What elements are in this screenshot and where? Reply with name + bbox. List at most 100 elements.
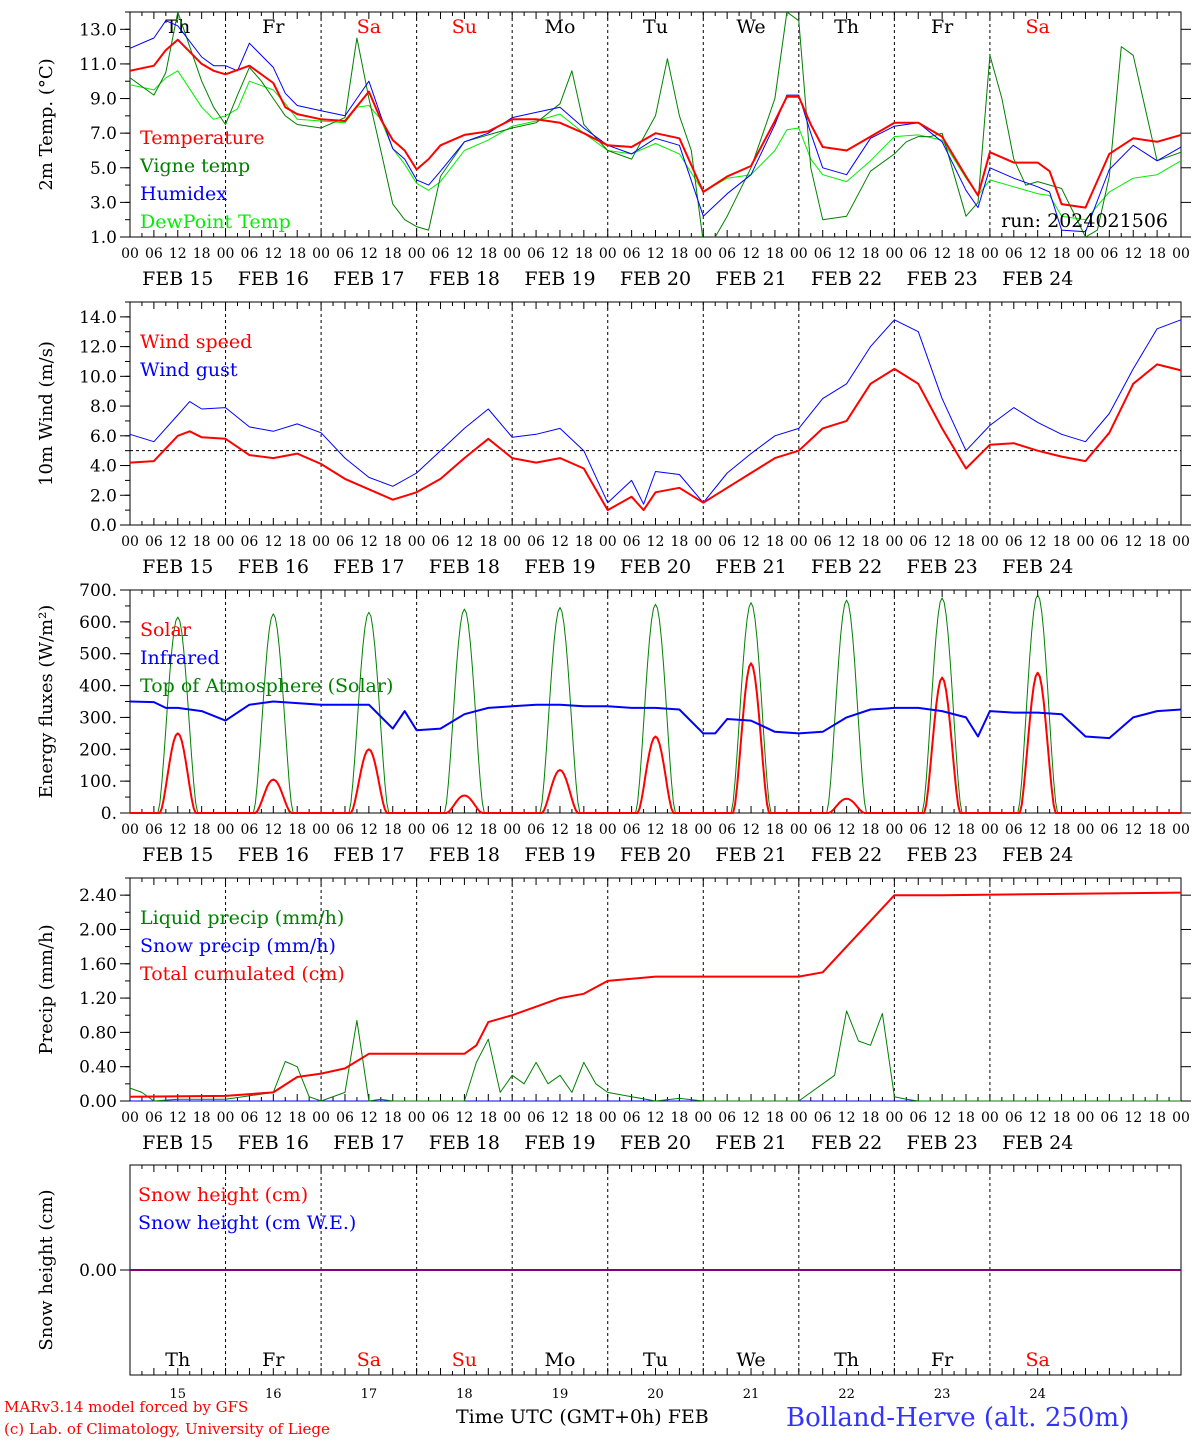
date-label: FEB 22 bbox=[811, 556, 882, 578]
hour-label: 18 bbox=[1148, 246, 1166, 262]
series-line-solar bbox=[130, 662, 1181, 814]
hour-label: 12 bbox=[455, 246, 473, 262]
weekday-label: Fr bbox=[931, 16, 954, 38]
hour-label: 06 bbox=[336, 822, 354, 838]
date-label: FEB 19 bbox=[524, 268, 595, 290]
date-label: FEB 21 bbox=[715, 1132, 786, 1154]
y-tick-label: 9.0 bbox=[90, 90, 117, 110]
weekday-label: Fr bbox=[262, 1349, 285, 1371]
hour-label: 06 bbox=[1100, 246, 1118, 262]
y-tick-label: 13.0 bbox=[79, 20, 117, 40]
hour-label: 18 bbox=[479, 822, 497, 838]
date-label: FEB 23 bbox=[907, 268, 978, 290]
hour-label: 06 bbox=[145, 1110, 163, 1126]
hour-label: 00 bbox=[694, 1110, 712, 1126]
date-label: FEB 19 bbox=[524, 556, 595, 578]
hour-label: 00 bbox=[312, 822, 330, 838]
series-line-wind-speed bbox=[129, 363, 1182, 512]
day-number-label: 15 bbox=[169, 1387, 186, 1402]
y-tick-label: 700. bbox=[79, 581, 117, 601]
hour-label: 18 bbox=[766, 246, 784, 262]
date-label: FEB 16 bbox=[238, 844, 309, 866]
hour-label: 18 bbox=[670, 1110, 688, 1126]
hour-label: 12 bbox=[1029, 534, 1047, 550]
y-tick-label: 0.0 bbox=[90, 516, 117, 536]
hour-label: 18 bbox=[384, 246, 402, 262]
weekday-label: Tu bbox=[643, 16, 668, 38]
weekday-label: Th bbox=[165, 1349, 190, 1371]
hour-label: 00 bbox=[694, 822, 712, 838]
hour-label: 06 bbox=[718, 1110, 736, 1126]
hour-label: 18 bbox=[575, 1110, 593, 1126]
hour-label: 18 bbox=[1148, 534, 1166, 550]
hour-label: 00 bbox=[694, 534, 712, 550]
hour-label: 18 bbox=[384, 1110, 402, 1126]
hour-label: 06 bbox=[241, 822, 259, 838]
hour-label: 18 bbox=[670, 822, 688, 838]
hour-label: 12 bbox=[647, 1110, 665, 1126]
y-tick-label: 100. bbox=[79, 772, 117, 792]
hour-label: 12 bbox=[169, 822, 187, 838]
y-tick-label: 0.40 bbox=[79, 1058, 117, 1078]
day-number-label: 23 bbox=[934, 1387, 951, 1402]
hour-label: 18 bbox=[193, 1110, 211, 1126]
hour-label: 18 bbox=[288, 534, 306, 550]
date-label: FEB 19 bbox=[524, 1132, 595, 1154]
date-label: FEB 24 bbox=[1002, 268, 1073, 290]
hour-label: 18 bbox=[193, 534, 211, 550]
hour-label: 06 bbox=[432, 246, 450, 262]
hour-label: 00 bbox=[1077, 246, 1095, 262]
hour-label: 18 bbox=[862, 822, 880, 838]
day-number-label: 17 bbox=[361, 1387, 378, 1402]
hour-label: 18 bbox=[1053, 534, 1071, 550]
hour-label: 12 bbox=[169, 246, 187, 262]
date-label: FEB 17 bbox=[333, 268, 404, 290]
series-line-liquid-precip bbox=[129, 1010, 1181, 1102]
hour-label: 06 bbox=[814, 534, 832, 550]
hour-label: 12 bbox=[360, 534, 378, 550]
hour-label: 00 bbox=[885, 1110, 903, 1126]
hour-label: 18 bbox=[575, 246, 593, 262]
hour-label: 06 bbox=[1100, 534, 1118, 550]
y-tick-label: 2.00 bbox=[79, 920, 117, 940]
y-axis-title: Precip (mm/h) bbox=[36, 924, 57, 1054]
weekday-label: Th bbox=[834, 1349, 859, 1371]
hour-label: 12 bbox=[1124, 822, 1142, 838]
legend-entry: Snow precip (mm/h) bbox=[140, 935, 336, 957]
y-tick-label: 12.0 bbox=[79, 338, 117, 358]
hour-label: 18 bbox=[766, 534, 784, 550]
hour-label: 06 bbox=[527, 246, 545, 262]
panels: 1.0 3.0 5.0 7.0 9.0 11.0 13.0 2m Temp. (°C) 00 06… bbox=[36, 11, 1191, 1402]
station-name: Bolland-Herve (alt. 250m) bbox=[786, 1403, 1129, 1433]
hour-label: 06 bbox=[909, 822, 927, 838]
day-number-label: 24 bbox=[1029, 1387, 1046, 1402]
hour-label: 00 bbox=[885, 246, 903, 262]
hour-label: 06 bbox=[909, 534, 927, 550]
date-label: FEB 24 bbox=[1002, 556, 1073, 578]
hour-label: 06 bbox=[432, 822, 450, 838]
y-tick-label: 0. bbox=[101, 804, 117, 824]
date-label: FEB 18 bbox=[429, 268, 500, 290]
hour-label: 12 bbox=[933, 246, 951, 262]
date-label: FEB 18 bbox=[429, 844, 500, 866]
hour-label: 00 bbox=[408, 1110, 426, 1126]
weekday-label: Sa bbox=[357, 1349, 381, 1371]
weekday-label: We bbox=[736, 1349, 765, 1371]
hour-label: 12 bbox=[1124, 534, 1142, 550]
hour-label: 18 bbox=[288, 246, 306, 262]
date-label: FEB 17 bbox=[333, 1132, 404, 1154]
weekday-label: Mo bbox=[545, 1349, 576, 1371]
hour-label: 12 bbox=[742, 534, 760, 550]
series-line-infrared bbox=[129, 700, 1182, 740]
hour-label: 12 bbox=[933, 1110, 951, 1126]
hour-label: 18 bbox=[1148, 822, 1166, 838]
snow-panel: 0.00 Snow height (cm) Snow height (cm) Snow… bbox=[36, 1164, 1182, 1402]
hour-label: 00 bbox=[1172, 822, 1190, 838]
date-label: FEB 15 bbox=[142, 556, 213, 578]
hour-label: 00 bbox=[1172, 534, 1190, 550]
date-label: FEB 21 bbox=[715, 268, 786, 290]
hour-label: 12 bbox=[264, 822, 282, 838]
time-axis-label: Time UTC (GMT+0h) FEB bbox=[456, 1406, 709, 1428]
date-label: FEB 19 bbox=[524, 844, 595, 866]
legend-entry: Vigne temp bbox=[139, 155, 250, 177]
